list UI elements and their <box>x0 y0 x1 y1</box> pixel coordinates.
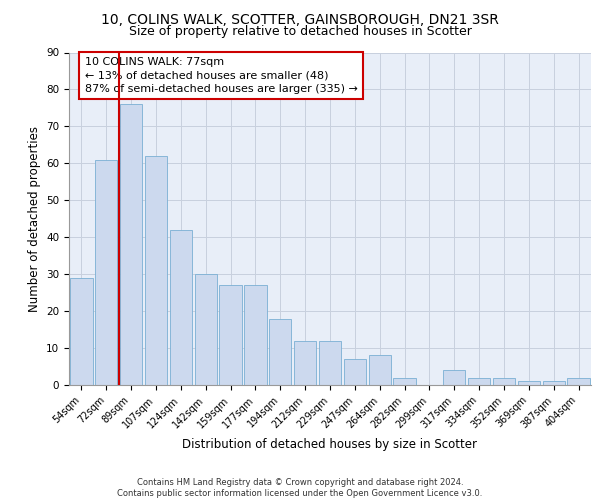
Text: Size of property relative to detached houses in Scotter: Size of property relative to detached ho… <box>128 25 472 38</box>
Bar <box>542 382 565 385</box>
Y-axis label: Number of detached properties: Number of detached properties <box>28 126 41 312</box>
Bar <box>568 378 590 385</box>
Bar <box>368 356 391 385</box>
Text: 10 COLINS WALK: 77sqm
← 13% of detached houses are smaller (48)
87% of semi-deta: 10 COLINS WALK: 77sqm ← 13% of detached … <box>85 58 358 94</box>
Bar <box>468 378 490 385</box>
Bar <box>95 160 118 385</box>
Text: 10, COLINS WALK, SCOTTER, GAINSBOROUGH, DN21 3SR: 10, COLINS WALK, SCOTTER, GAINSBOROUGH, … <box>101 12 499 26</box>
Bar <box>443 370 466 385</box>
Bar <box>220 285 242 385</box>
Bar <box>493 378 515 385</box>
Bar <box>120 104 142 385</box>
Bar <box>70 278 92 385</box>
Text: Contains HM Land Registry data © Crown copyright and database right 2024.
Contai: Contains HM Land Registry data © Crown c… <box>118 478 482 498</box>
Bar <box>170 230 192 385</box>
Bar <box>145 156 167 385</box>
Bar <box>194 274 217 385</box>
Bar <box>344 359 366 385</box>
Bar <box>294 340 316 385</box>
Bar <box>394 378 416 385</box>
X-axis label: Distribution of detached houses by size in Scotter: Distribution of detached houses by size … <box>182 438 478 451</box>
Bar <box>269 318 292 385</box>
Bar <box>319 340 341 385</box>
Bar <box>244 285 266 385</box>
Bar <box>518 382 540 385</box>
